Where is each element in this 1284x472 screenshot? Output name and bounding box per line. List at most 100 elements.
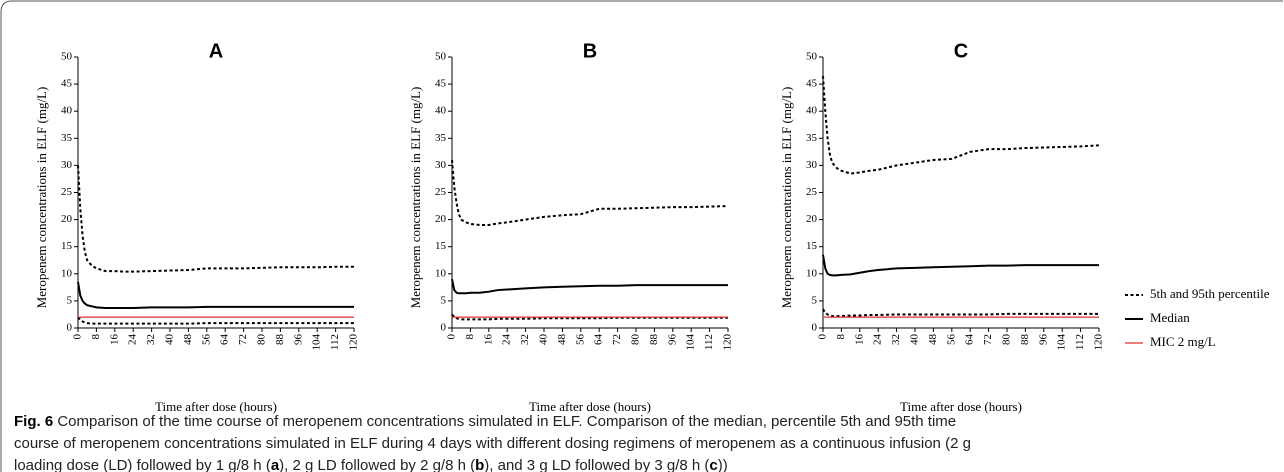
y-tick-label: 40: [61, 105, 73, 117]
y-axis-label: Meropenem concentrations in ELF (mg/L): [779, 87, 794, 309]
y-tick-label: 25: [61, 186, 73, 198]
caption-line: loading dose (LD) followed by 1 g/8 h (a…: [14, 457, 728, 472]
x-tick-label: 96: [666, 334, 678, 346]
y-tick-label: 25: [806, 186, 818, 198]
x-tick-label: 80: [630, 334, 642, 346]
x-tick-label: 40: [164, 334, 176, 346]
y-tick-label: 45: [806, 78, 818, 90]
series-line: [822, 254, 1099, 277]
y-tick-label: 5: [812, 294, 818, 306]
x-tick-label: 56: [574, 334, 586, 346]
legend-label: MIC 2 mg/L: [1150, 334, 1216, 349]
y-tick-label: 50: [435, 51, 447, 63]
chart-title: A: [209, 40, 223, 62]
x-tick-label: 32: [890, 334, 902, 345]
x-tick-label: 72: [611, 334, 623, 345]
y-tick-label: 50: [61, 51, 73, 63]
caption-run: Fig. 6: [14, 413, 53, 430]
y-axis-label: Meropenem concentrations in ELF (mg/L): [34, 87, 49, 309]
y-tick-label: 40: [806, 105, 818, 117]
y-tick-label: 10: [435, 267, 447, 279]
x-tick-label: 88: [274, 334, 286, 346]
series-line: [77, 281, 354, 309]
x-tick-label: 88: [648, 334, 660, 346]
legend-label: Median: [1150, 310, 1190, 325]
x-tick-label: 48: [556, 334, 568, 346]
y-tick-label: 30: [435, 159, 447, 171]
x-tick-label: 72: [237, 334, 249, 345]
y-tick-label: 50: [806, 51, 818, 63]
series-line: [451, 279, 728, 295]
caption-line: course of meropenem concentrations simul…: [14, 435, 971, 452]
x-tick-label: 16: [108, 334, 120, 346]
y-tick-label: 25: [435, 186, 447, 198]
x-tick-label: 120: [348, 334, 360, 351]
series-line: [822, 308, 1099, 318]
x-tick-label: 104: [311, 334, 323, 351]
x-tick-label: 112: [329, 334, 341, 350]
x-tick-label: 32: [145, 334, 157, 345]
x-tick-label: 24: [127, 334, 139, 346]
x-tick-label: 112: [1074, 334, 1086, 350]
y-tick-label: 45: [61, 78, 73, 90]
y-tick-label: 0: [441, 322, 447, 334]
chart-title: B: [583, 40, 597, 62]
x-tick-label: 64: [593, 334, 605, 346]
x-tick-label: 24: [501, 334, 513, 346]
x-tick-label: 8: [835, 334, 847, 340]
series-line: [77, 165, 354, 273]
x-tick-label: 96: [1037, 334, 1049, 346]
legend-label: 5th and 95th percentile: [1150, 286, 1270, 301]
x-tick-label: 40: [909, 334, 921, 346]
x-tick-label: 56: [200, 334, 212, 346]
x-axis-label: Time after dose (hours): [900, 399, 1022, 414]
x-tick-label: 80: [256, 334, 268, 346]
x-tick-label: 0: [817, 334, 829, 340]
caption-run: ), 2 g LD followed by 2 g/8 h (: [279, 457, 475, 472]
x-tick-label: 120: [722, 334, 734, 351]
x-tick-label: 16: [853, 334, 865, 346]
x-tick-label: 96: [292, 334, 304, 346]
y-tick-label: 10: [61, 267, 73, 279]
x-tick-label: 8: [464, 334, 476, 340]
y-tick-label: 30: [806, 159, 818, 171]
caption-run: b: [475, 457, 484, 472]
caption-run: loading dose (LD) followed by 1 g/8 h (: [14, 457, 271, 472]
series-line: [77, 316, 354, 325]
y-tick-label: 15: [435, 240, 447, 252]
caption-run: c: [709, 457, 717, 472]
x-tick-label: 104: [685, 334, 697, 351]
x-tick-label: 40: [538, 334, 550, 346]
x-tick-label: 32: [519, 334, 531, 345]
x-axis-label: Time after dose (hours): [155, 399, 277, 414]
series-line: [822, 75, 1100, 175]
series-line: [451, 159, 729, 227]
y-tick-label: 35: [806, 132, 818, 144]
y-tick-label: 35: [61, 132, 73, 144]
x-tick-label: 64: [219, 334, 231, 346]
y-tick-label: 0: [812, 322, 818, 334]
x-axis-label: Time after dose (hours): [529, 399, 651, 414]
x-tick-label: 120: [1093, 334, 1105, 351]
y-tick-label: 20: [435, 213, 447, 225]
x-tick-label: 8: [90, 334, 102, 340]
x-tick-label: 24: [872, 334, 884, 346]
y-tick-label: 20: [61, 213, 73, 225]
x-tick-label: 80: [1001, 334, 1013, 346]
y-axis-label: Meropenem concentrations in ELF (mg/L): [408, 87, 423, 309]
chart-title: C: [954, 40, 968, 62]
x-tick-label: 88: [1019, 334, 1031, 346]
y-tick-label: 10: [806, 267, 818, 279]
x-tick-label: 16: [482, 334, 494, 346]
caption-run: a: [271, 457, 280, 472]
y-tick-label: 45: [435, 78, 447, 90]
caption-line: Fig. 6 Comparison of the time course of …: [14, 413, 956, 430]
y-tick-label: 30: [61, 159, 73, 171]
y-tick-label: 40: [435, 105, 447, 117]
y-tick-label: 20: [806, 213, 818, 225]
x-tick-label: 0: [446, 334, 458, 340]
y-tick-label: 0: [67, 322, 73, 334]
x-tick-label: 48: [927, 334, 939, 346]
